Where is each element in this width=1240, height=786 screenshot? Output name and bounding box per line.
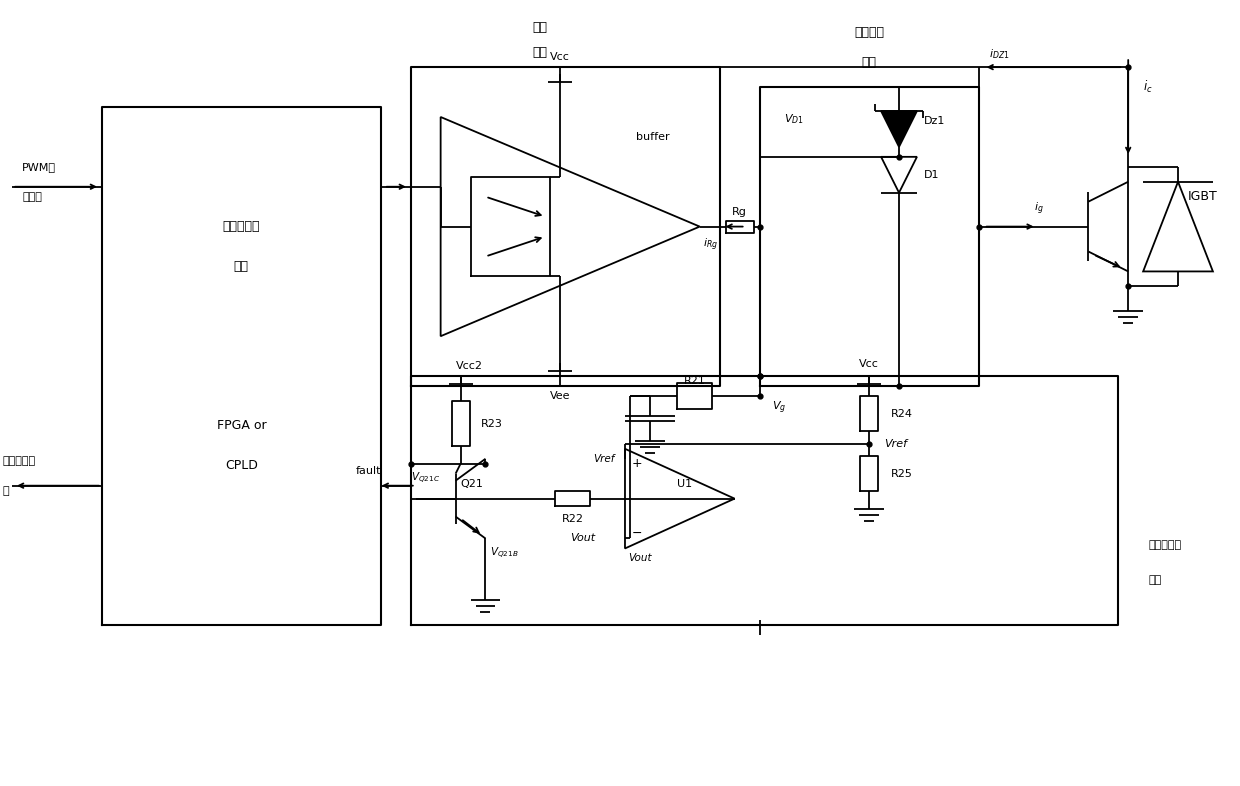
Text: 过流输出信: 过流输出信 bbox=[2, 456, 35, 466]
Text: Vee: Vee bbox=[551, 391, 570, 401]
Text: $V_{Q21C}$: $V_{Q21C}$ bbox=[410, 471, 440, 487]
Polygon shape bbox=[882, 111, 916, 147]
Text: D1: D1 bbox=[924, 170, 940, 180]
Text: 电路: 电路 bbox=[862, 56, 877, 68]
Text: Vcc2: Vcc2 bbox=[455, 361, 482, 371]
Text: $V_{D1}$: $V_{D1}$ bbox=[785, 112, 805, 126]
Text: Dz1: Dz1 bbox=[924, 116, 945, 126]
Text: $V_{Q21B}$: $V_{Q21B}$ bbox=[491, 546, 520, 561]
Text: 电路: 电路 bbox=[1148, 575, 1162, 586]
Text: $i_{Rg}$: $i_{Rg}$ bbox=[703, 237, 718, 253]
Text: IGBT: IGBT bbox=[1188, 190, 1218, 204]
Text: $V_g$: $V_g$ bbox=[773, 400, 786, 416]
Text: CPLD: CPLD bbox=[224, 459, 258, 472]
Text: Vref: Vref bbox=[884, 439, 908, 449]
Text: 电压型检测: 电压型检测 bbox=[1148, 541, 1182, 550]
Text: 可编程逻辑: 可编程逻辑 bbox=[223, 220, 260, 233]
Text: 有源钳位: 有源钳位 bbox=[854, 26, 884, 39]
Text: buffer: buffer bbox=[636, 132, 670, 142]
Text: FPGA or: FPGA or bbox=[217, 420, 267, 432]
Text: 器件: 器件 bbox=[234, 260, 249, 273]
Text: R21: R21 bbox=[683, 376, 706, 386]
Text: Vout: Vout bbox=[570, 534, 595, 543]
Text: R25: R25 bbox=[892, 468, 913, 479]
Text: R23: R23 bbox=[480, 419, 502, 429]
Text: Vout: Vout bbox=[629, 553, 652, 564]
Text: Q21: Q21 bbox=[460, 479, 484, 489]
Text: fault: fault bbox=[356, 466, 381, 476]
Text: $i_g$: $i_g$ bbox=[1034, 200, 1043, 217]
Text: Vref: Vref bbox=[594, 454, 615, 464]
Text: 电路: 电路 bbox=[533, 46, 548, 59]
Text: +: + bbox=[631, 457, 642, 470]
Text: $i_c$: $i_c$ bbox=[1143, 79, 1153, 95]
Text: R22: R22 bbox=[562, 513, 584, 523]
Text: PWM输: PWM输 bbox=[22, 162, 56, 172]
Text: 入信号: 入信号 bbox=[22, 192, 42, 202]
Text: Vcc: Vcc bbox=[551, 52, 570, 62]
Text: Vcc: Vcc bbox=[859, 359, 879, 369]
Text: U1: U1 bbox=[677, 479, 692, 489]
Text: Rg: Rg bbox=[732, 207, 746, 217]
Text: 推挽: 推挽 bbox=[533, 20, 548, 34]
Text: $i_{DZ1}$: $i_{DZ1}$ bbox=[988, 47, 1009, 61]
Text: 号: 号 bbox=[2, 486, 9, 496]
Text: R24: R24 bbox=[892, 409, 913, 419]
Text: −: − bbox=[631, 527, 642, 540]
